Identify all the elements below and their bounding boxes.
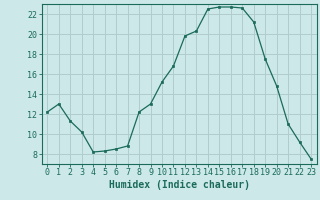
X-axis label: Humidex (Indice chaleur): Humidex (Indice chaleur)	[109, 180, 250, 190]
